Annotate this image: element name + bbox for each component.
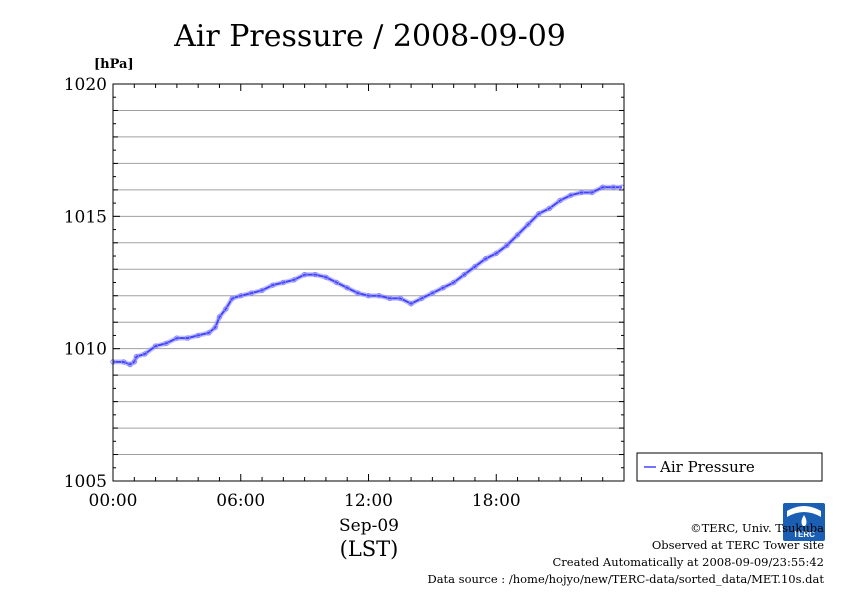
series-group: [110, 184, 625, 368]
data-point: [184, 335, 191, 341]
legend: Air Pressure: [636, 452, 823, 482]
data-point: [163, 340, 169, 347]
data-point: [568, 192, 574, 198]
data-point: [333, 279, 340, 286]
data-point: [440, 285, 446, 291]
y-tick-label: 1020: [64, 75, 107, 95]
data-point: [589, 189, 595, 196]
data-point: [461, 271, 468, 278]
chart-title: Air Pressure / 2008-09-09: [173, 19, 566, 54]
x-tick-label: 06:00: [216, 491, 265, 511]
data-point: [429, 290, 436, 296]
created-timestamp-text: Created Automatically at 2008-09-09/23:5…: [552, 555, 825, 569]
data-source-text: Data source : /home/hojyo/new/TERC-data/…: [427, 572, 824, 586]
y-tick-label: 1015: [64, 207, 107, 227]
plot-frame: [112, 83, 625, 482]
data-point: [578, 189, 585, 196]
data-point: [600, 184, 606, 190]
data-point: [142, 351, 148, 357]
data-point: [323, 274, 329, 280]
data-point: [269, 282, 276, 288]
data-point: [482, 255, 489, 262]
x-axis-date-label: Sep-09: [339, 516, 399, 536]
data-point: [238, 293, 244, 299]
data-point: [408, 300, 414, 307]
data-point: [419, 295, 425, 302]
data-point: [280, 279, 287, 286]
data-point: [301, 271, 308, 278]
y-axis-unit: [hPa]: [94, 57, 134, 72]
data-point: [344, 285, 350, 291]
data-point: [127, 361, 133, 368]
terc-logo-icon: TERC: [783, 503, 825, 541]
x-tick-label: 18:00: [472, 491, 521, 511]
data-point: [514, 232, 521, 238]
data-point: [376, 293, 382, 299]
legend-box: [636, 452, 823, 482]
y-tick-label: 1010: [64, 340, 107, 360]
data-point: [397, 295, 404, 302]
copyright-text: ©TERC, Univ. Tsukuba: [690, 521, 824, 535]
data-point: [206, 330, 212, 336]
data-point: [536, 210, 542, 217]
data-point: [223, 306, 229, 312]
data-point: [133, 353, 140, 360]
data-point: [120, 359, 127, 365]
data-point: [610, 184, 617, 190]
data-point: [212, 324, 218, 331]
data-point: [557, 197, 563, 204]
credits-block: ©TERC, Univ. Tsukuba Observed at TERC To…: [427, 520, 824, 588]
grid-lines: [113, 109, 624, 456]
y-tick-label: 1005: [64, 472, 107, 492]
data-point: [504, 242, 510, 249]
data-point: [174, 335, 180, 341]
x-tick-label: 12:00: [344, 491, 393, 511]
x-axis-timezone-label: (LST): [340, 537, 399, 561]
data-point: [152, 343, 159, 349]
data-point: [387, 295, 393, 302]
data-point: [291, 277, 297, 283]
logo-text: TERC: [793, 530, 815, 539]
data-point: [131, 359, 137, 365]
x-tick-label: 00:00: [89, 491, 138, 511]
data-point: [195, 332, 201, 339]
data-point: [365, 293, 372, 299]
data-point: [546, 205, 553, 212]
series-line: [113, 186, 622, 366]
data-point: [259, 287, 265, 294]
data-point: [525, 221, 531, 227]
data-point: [493, 250, 499, 257]
x-axis-ticks: 00:00 06:00 12:00 18:00: [89, 84, 625, 511]
data-point: [472, 263, 478, 270]
data-point: [229, 295, 235, 302]
data-point: [450, 279, 457, 286]
data-point: [248, 290, 255, 296]
y-axis-ticks: 1005 1010 1015 1020: [64, 75, 624, 492]
data-point: [312, 271, 318, 278]
data-point: [355, 290, 361, 296]
legend-label: Air Pressure: [659, 458, 755, 476]
data-point: [216, 314, 223, 320]
observed-site-text: Observed at TERC Tower site: [651, 538, 824, 552]
